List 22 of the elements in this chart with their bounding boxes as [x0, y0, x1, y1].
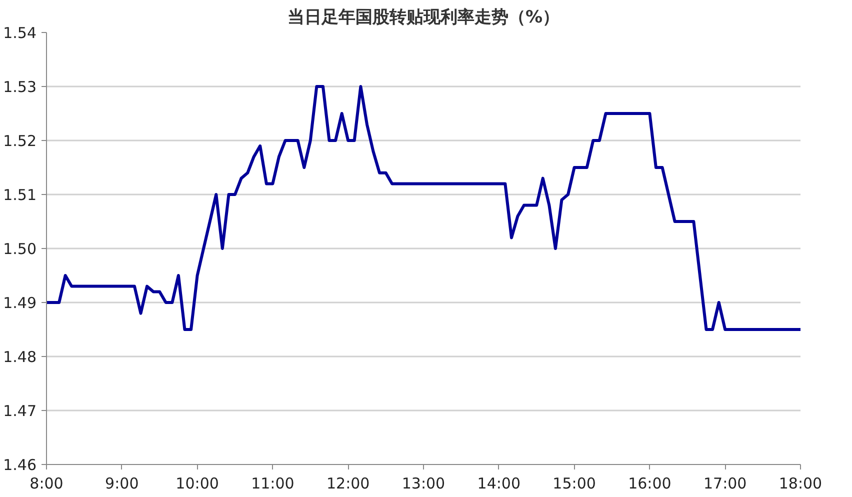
x-tick-label: 17:00: [703, 474, 747, 492]
x-tick-label: 9:00: [105, 474, 139, 492]
y-tick-label: 1.54: [3, 24, 37, 42]
chart-title: 当日足年国股转贴现利率走势（%）: [287, 8, 560, 28]
x-tick-label: 8:00: [30, 474, 64, 492]
x-tick-label: 14:00: [477, 474, 521, 492]
x-tick-label: 12:00: [326, 474, 370, 492]
x-tick-label: 10:00: [176, 474, 219, 492]
x-tick-label: 11:00: [251, 474, 294, 492]
y-tick-label: 1.53: [3, 78, 37, 96]
y-tick-label: 1.46: [3, 456, 37, 474]
y-tick-label: 1.51: [3, 186, 37, 204]
x-tick-label: 13:00: [402, 474, 446, 492]
x-tick-label: 16:00: [628, 474, 672, 492]
line-series: [46, 85, 800, 331]
x-tick-label: 15:00: [552, 474, 596, 492]
y-tick-label: 1.52: [3, 132, 37, 150]
x-tick-label: 18:00: [778, 474, 822, 492]
y-tick-label: 1.50: [3, 240, 37, 258]
y-tick-label: 1.49: [3, 294, 37, 312]
y-tick-label: 1.48: [3, 348, 37, 366]
y-tick-label: 1.47: [3, 402, 37, 420]
